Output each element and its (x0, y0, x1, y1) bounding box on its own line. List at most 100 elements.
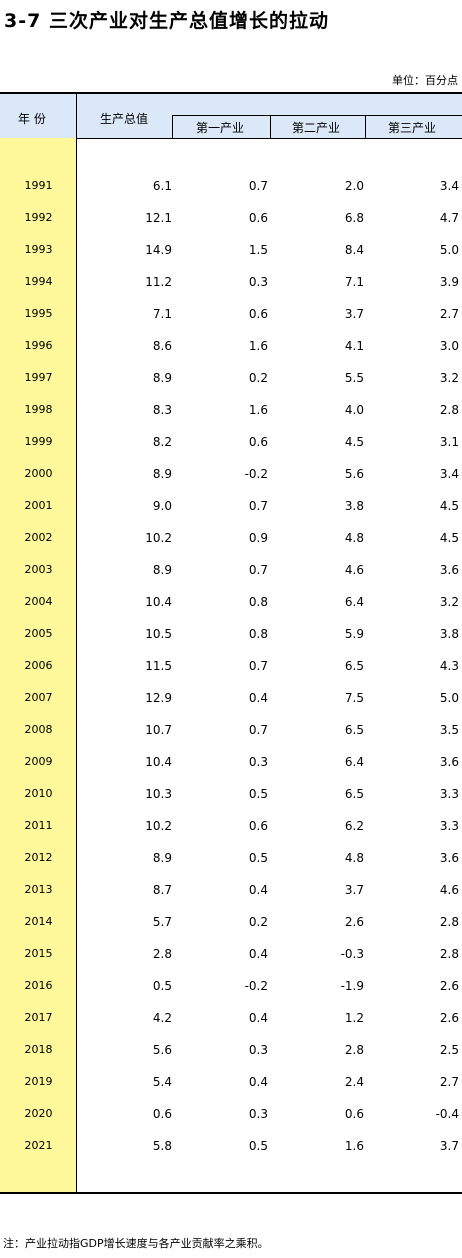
year-cell: 1994 (24, 275, 53, 288)
gdp-cell: 10.7 (145, 723, 172, 737)
secondary-cell: 5.6 (344, 467, 364, 481)
year-cell: 2016 (24, 979, 53, 992)
tertiary-cell: 3.6 (439, 851, 459, 865)
tertiary-cell: 2.8 (439, 403, 459, 417)
secondary-cell: 4.5 (344, 435, 364, 449)
header-divider (365, 115, 366, 138)
year-cell: 2018 (24, 1043, 53, 1056)
gdp-cell: 10.4 (145, 595, 172, 609)
header-divider (172, 115, 173, 138)
table-row: 2014 5.7 0.2 2.6 2.8 (0, 907, 462, 939)
table-row: 2013 8.7 0.4 3.7 4.6 (0, 875, 462, 907)
year-cell: 2004 (24, 595, 53, 608)
tertiary-cell: 3.3 (439, 787, 459, 801)
year-cell: 2013 (24, 883, 53, 896)
table-row: 1996 8.6 1.6 4.1 3.0 (0, 331, 462, 363)
secondary-cell: 6.8 (344, 211, 364, 225)
table-header: 年 份 生产总值 第一产业 第二产业 第三产业 (0, 94, 462, 138)
table-title: 3-7 三次产业对生产总值增长的拉动 (4, 10, 329, 32)
tertiary-cell: 3.8 (439, 627, 459, 641)
gdp-cell: 7.1 (152, 307, 172, 321)
tertiary-cell: 3.4 (439, 179, 459, 193)
header-tertiary: 第三产业 (388, 121, 437, 135)
gdp-cell: 12.1 (145, 211, 172, 225)
tertiary-cell: 4.3 (439, 659, 459, 673)
primary-cell: 1.5 (248, 243, 268, 257)
secondary-cell: 3.7 (344, 307, 364, 321)
gdp-cell: 8.9 (152, 371, 172, 385)
secondary-cell: -1.9 (340, 979, 364, 993)
secondary-cell: -0.3 (340, 947, 364, 961)
tertiary-cell: 2.5 (439, 1043, 459, 1057)
primary-cell: 0.4 (248, 883, 268, 897)
gdp-cell: 5.6 (152, 1043, 172, 1057)
gdp-cell: 14.9 (145, 243, 172, 257)
tertiary-cell: 2.7 (439, 1075, 459, 1089)
primary-cell: 0.6 (248, 211, 268, 225)
gdp-cell: 10.2 (145, 819, 172, 833)
table-row: 2018 5.6 0.3 2.8 2.5 (0, 1035, 462, 1067)
secondary-cell: 3.7 (344, 883, 364, 897)
header-divider (270, 115, 271, 138)
tertiary-cell: 5.0 (439, 691, 459, 705)
primary-cell: 0.4 (248, 1075, 268, 1089)
header-top-rule (0, 92, 462, 94)
tertiary-cell: 3.3 (439, 819, 459, 833)
secondary-cell: 6.2 (344, 819, 364, 833)
tertiary-cell: 3.7 (439, 1139, 459, 1153)
primary-cell: 0.3 (248, 1107, 268, 1121)
gdp-cell: 8.9 (152, 851, 172, 865)
header-secondary: 第二产业 (292, 121, 341, 135)
primary-cell: 0.5 (248, 1139, 268, 1153)
footnote: 注：产业拉动指GDP增长速度与各产业贡献率之乘积。 (3, 1237, 269, 1250)
secondary-cell: 2.0 (344, 179, 364, 193)
gdp-cell: 10.2 (145, 531, 172, 545)
primary-cell: 0.4 (248, 947, 268, 961)
tertiary-cell: 3.2 (439, 595, 459, 609)
gdp-cell: 0.5 (152, 979, 172, 993)
secondary-cell: 7.5 (344, 691, 364, 705)
year-cell: 2005 (24, 627, 53, 640)
table-row: 2011 10.2 0.6 6.2 3.3 (0, 811, 462, 843)
header-primary: 第一产业 (196, 121, 245, 135)
primary-cell: -0.2 (244, 467, 268, 481)
secondary-cell: 4.8 (344, 531, 364, 545)
year-cell: 2011 (24, 819, 53, 832)
secondary-cell: 8.4 (344, 243, 364, 257)
secondary-cell: 7.1 (344, 275, 364, 289)
gdp-cell: 11.2 (145, 275, 172, 289)
table-row: 2017 4.2 0.4 1.2 2.6 (0, 1003, 462, 1035)
primary-cell: 0.5 (248, 851, 268, 865)
year-cell: 1996 (24, 339, 53, 352)
secondary-cell: 6.4 (344, 595, 364, 609)
primary-cell: 0.3 (248, 1043, 268, 1057)
table-bottom-rule (0, 1192, 462, 1194)
primary-cell: 0.2 (248, 915, 268, 929)
header-year: 年 份 (18, 112, 46, 126)
year-cell: 2001 (24, 499, 53, 512)
tertiary-cell: 2.7 (439, 307, 459, 321)
secondary-cell: 4.8 (344, 851, 364, 865)
primary-cell: 0.6 (248, 819, 268, 833)
primary-cell: 1.6 (248, 403, 268, 417)
table-row: 2005 10.5 0.8 5.9 3.8 (0, 619, 462, 651)
primary-cell: 0.6 (248, 435, 268, 449)
header-gdp: 生产总值 (100, 112, 149, 126)
secondary-cell: 6.5 (344, 787, 364, 801)
table-row: 1995 7.1 0.6 3.7 2.7 (0, 299, 462, 331)
primary-cell: 0.8 (248, 595, 268, 609)
secondary-cell: 5.9 (344, 627, 364, 641)
gdp-cell: 10.3 (145, 787, 172, 801)
secondary-cell: 0.6 (344, 1107, 364, 1121)
year-cell: 2010 (24, 787, 53, 800)
gdp-cell: 5.8 (152, 1139, 172, 1153)
primary-cell: 0.3 (248, 275, 268, 289)
table-body: 1991 6.1 0.7 2.0 3.4 1992 12.1 0.6 6.8 4.7 1993 14.… (0, 171, 462, 1163)
primary-cell: 0.4 (248, 691, 268, 705)
table-row: 2020 0.6 0.3 0.6 -0.4 (0, 1099, 462, 1131)
primary-cell: -0.2 (244, 979, 268, 993)
primary-cell: 0.9 (248, 531, 268, 545)
gdp-cell: 6.1 (152, 179, 172, 193)
tertiary-cell: 5.0 (439, 243, 459, 257)
tertiary-cell: 3.4 (439, 467, 459, 481)
